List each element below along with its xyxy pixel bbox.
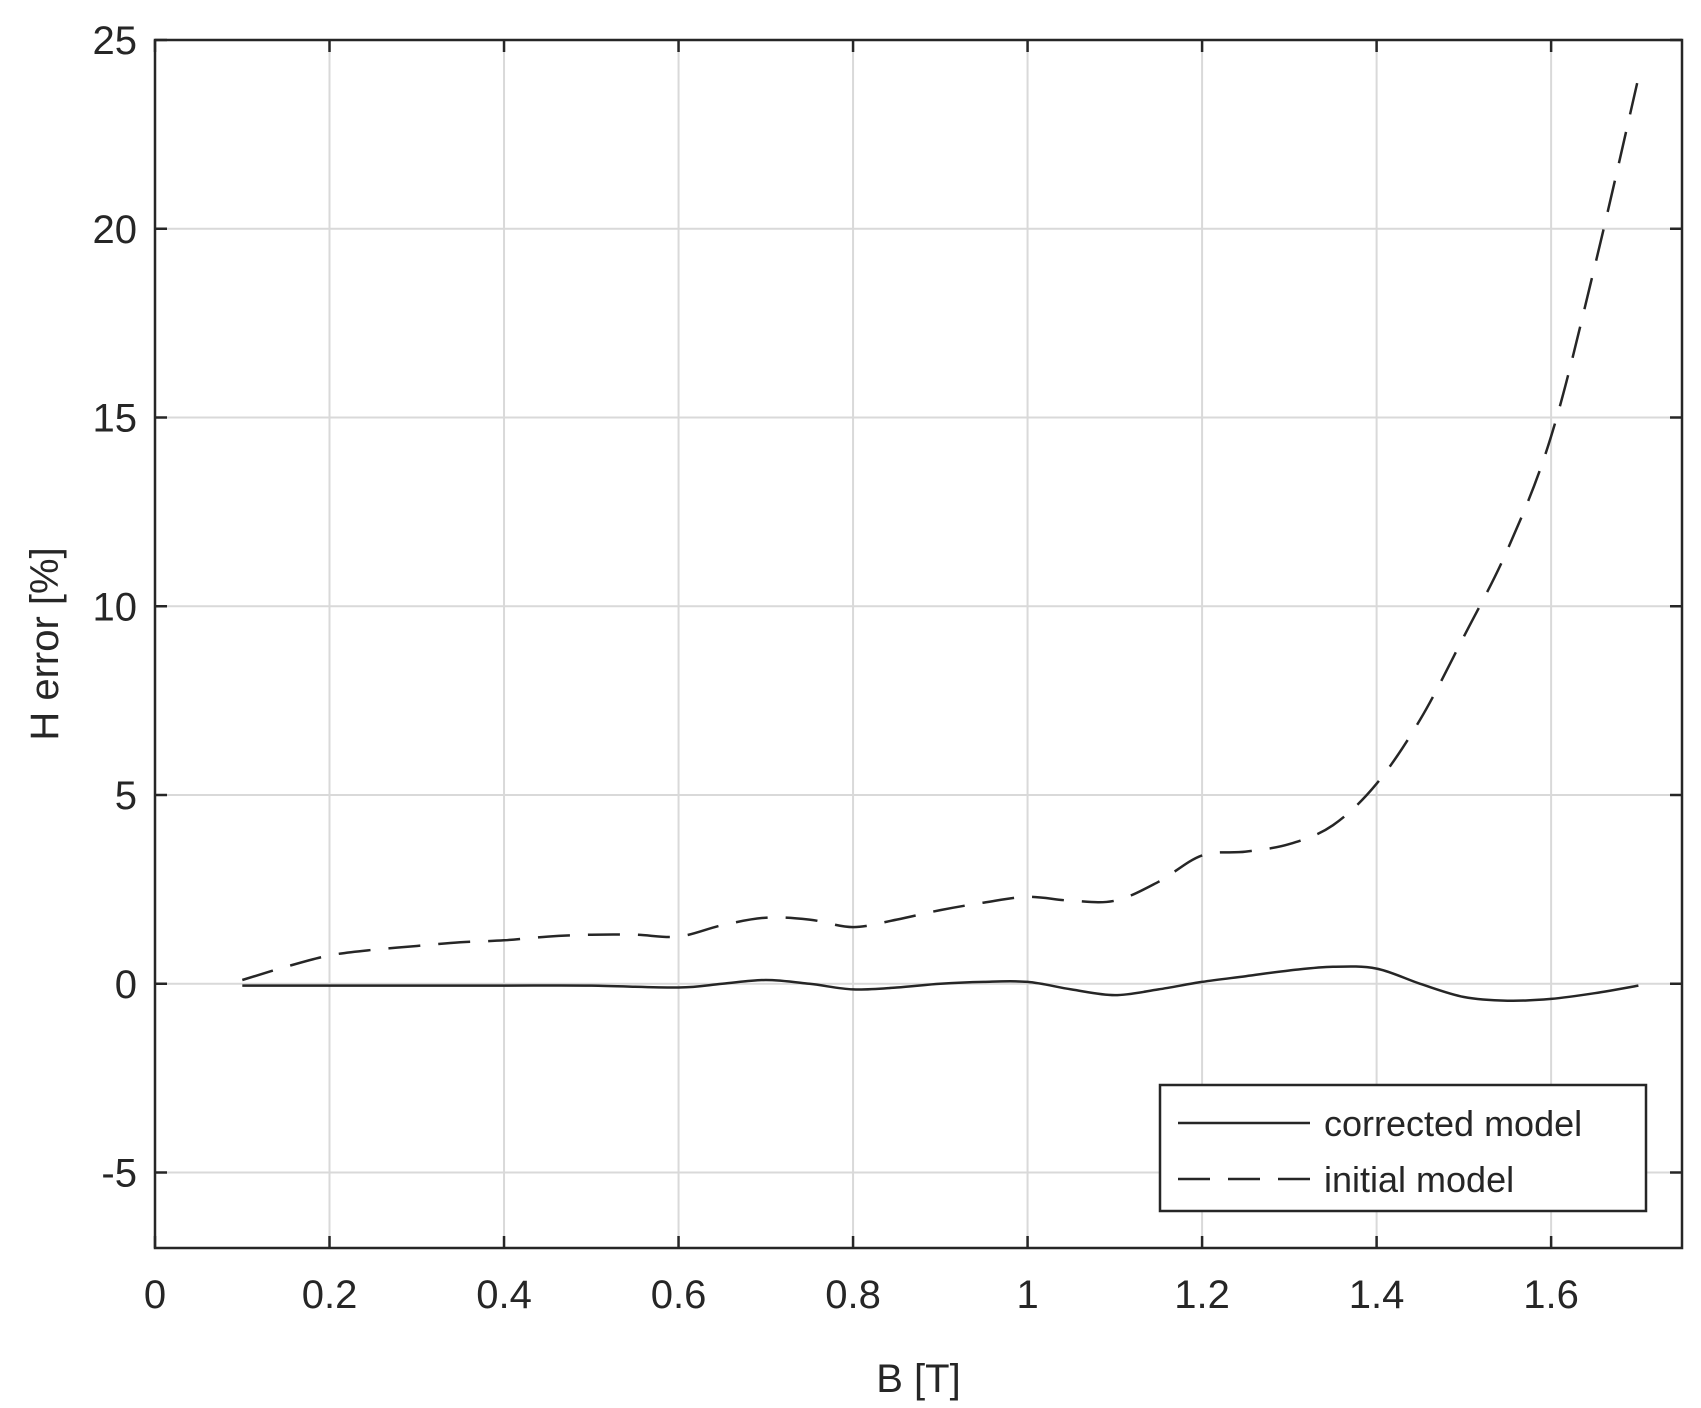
x-tick-label: 0 <box>144 1273 166 1317</box>
x-tick-label: 0.4 <box>476 1273 532 1317</box>
y-tick-label: 5 <box>115 774 137 818</box>
x-axis-ticks: 0 0.2 0.4 0.6 0.8 1 1.2 1.4 1.6 <box>144 40 1579 1317</box>
y-tick-label: 0 <box>115 963 137 1007</box>
series-layer <box>241 77 1640 1003</box>
series-line-corrected-model <box>242 965 1639 1003</box>
x-tick-label: 1.2 <box>1174 1273 1230 1317</box>
y-tick-label: 20 <box>93 208 138 252</box>
series-line-initial-model <box>241 77 1640 982</box>
x-tick-label: 1.6 <box>1523 1273 1579 1317</box>
legend-box <box>1158 1083 1648 1213</box>
legend: corrected model initial model <box>1158 1083 1648 1213</box>
y-axis-ticks: -5 0 5 10 15 20 25 <box>93 19 1682 1196</box>
legend-label: corrected model <box>1324 1103 1582 1144</box>
y-tick-label: 25 <box>93 19 138 63</box>
x-axis-label: B [T] <box>876 1357 960 1401</box>
y-tick-label: -5 <box>101 1152 137 1196</box>
y-axis-label: H error [%] <box>23 547 67 740</box>
x-tick-label: 0.8 <box>825 1273 881 1317</box>
y-tick-label: 10 <box>93 585 138 629</box>
x-tick-label: 1 <box>1016 1273 1038 1317</box>
legend-label: initial model <box>1324 1159 1514 1200</box>
y-tick-label: 15 <box>93 397 138 441</box>
axes-box <box>153 38 1684 1250</box>
x-tick-label: 0.6 <box>651 1273 707 1317</box>
x-tick-label: 1.4 <box>1349 1273 1405 1317</box>
x-tick-label: 0.2 <box>302 1273 358 1317</box>
